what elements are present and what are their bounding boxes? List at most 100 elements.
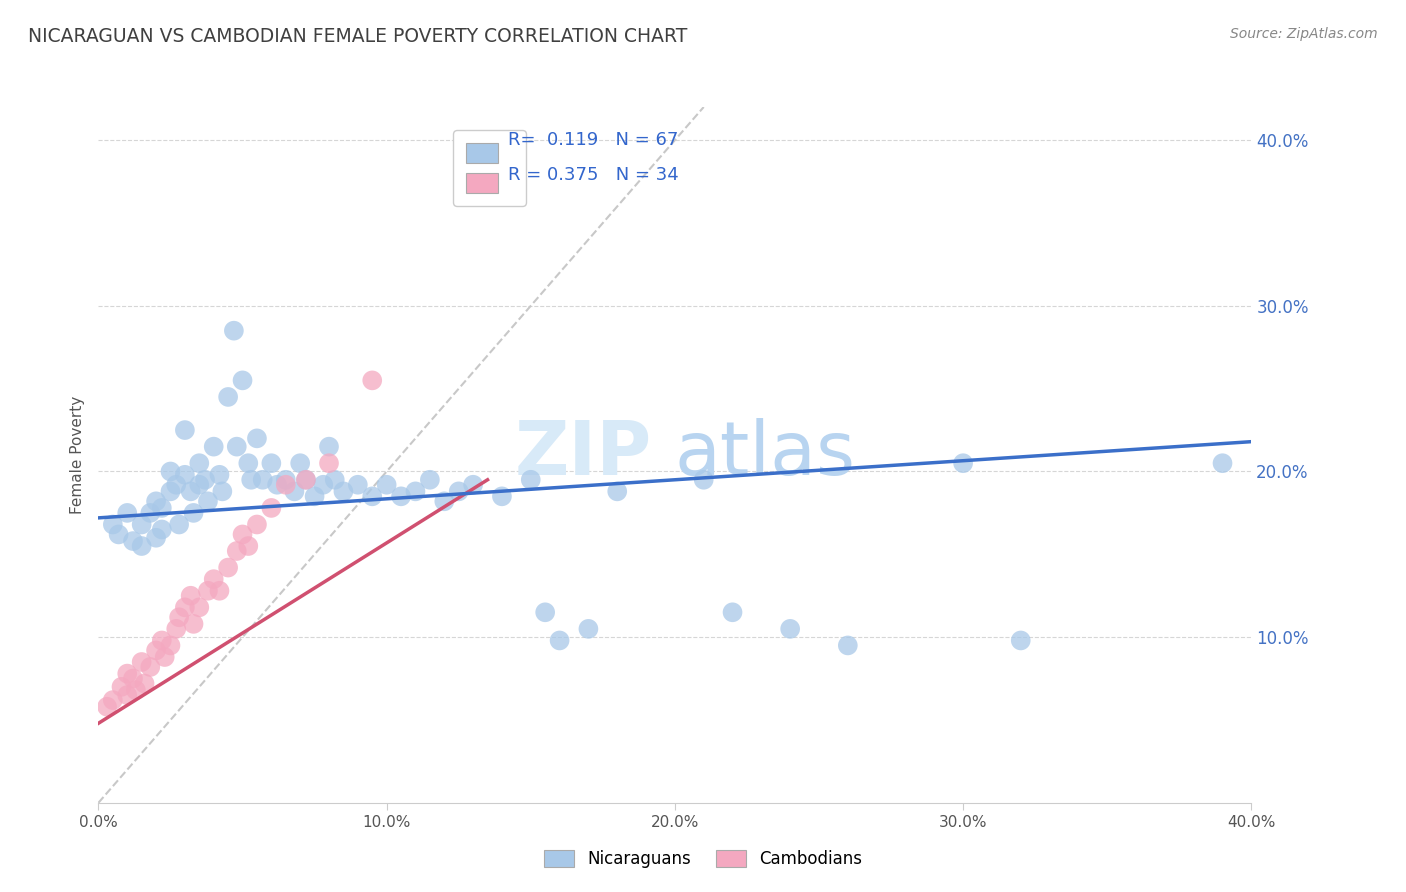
Point [165, 477, 187, 491]
Point [548, 633, 571, 648]
Point [225, 440, 247, 454]
Point [290, 456, 312, 470]
Point [361, 489, 384, 503]
Point [180, 589, 202, 603]
Point [188, 477, 211, 491]
Point [346, 477, 368, 491]
Point [131, 539, 153, 553]
Text: R = 0.375   N = 34: R = 0.375 N = 34 [508, 166, 679, 184]
Point [197, 583, 219, 598]
Point [534, 605, 557, 619]
Point [217, 560, 239, 574]
Text: NICARAGUAN VS CAMBODIAN FEMALE POVERTY CORRELATION CHART: NICARAGUAN VS CAMBODIAN FEMALE POVERTY C… [28, 27, 688, 45]
Point [150, 500, 173, 515]
Point [952, 456, 974, 470]
Point [159, 484, 181, 499]
Point [520, 473, 543, 487]
Text: Source: ZipAtlas.com: Source: ZipAtlas.com [1230, 27, 1378, 41]
Point [693, 473, 716, 487]
Point [295, 473, 318, 487]
Point [159, 639, 181, 653]
Point [208, 583, 231, 598]
Point [202, 440, 225, 454]
Point [318, 456, 340, 470]
Point [122, 534, 145, 549]
Point [1212, 456, 1234, 470]
Point [240, 473, 263, 487]
Legend: , : , [453, 130, 526, 206]
Point [117, 506, 138, 520]
Point [779, 622, 801, 636]
Point [134, 676, 156, 690]
Point [208, 467, 231, 482]
Point [117, 666, 138, 681]
Point [167, 610, 190, 624]
Point [231, 373, 254, 387]
Point [194, 473, 217, 487]
Point [145, 494, 167, 508]
Point [246, 431, 269, 445]
Point [202, 572, 225, 586]
Text: R=  0.119   N = 67: R= 0.119 N = 67 [508, 131, 678, 149]
Point [96, 699, 118, 714]
Point [217, 390, 239, 404]
Point [361, 373, 384, 387]
Point [274, 473, 297, 487]
Point [721, 605, 744, 619]
Point [375, 477, 398, 491]
Point [107, 527, 129, 541]
Point [419, 473, 441, 487]
Point [246, 517, 269, 532]
Point [131, 517, 153, 532]
Point [222, 324, 245, 338]
Point [139, 660, 162, 674]
Point [165, 622, 187, 636]
Point [197, 494, 219, 508]
Point [295, 473, 318, 487]
Point [125, 683, 148, 698]
Point [447, 484, 470, 499]
Point [174, 600, 197, 615]
Point [433, 494, 456, 508]
Point [101, 693, 124, 707]
Point [145, 531, 167, 545]
Point [405, 484, 427, 499]
Point [260, 500, 283, 515]
Point [153, 650, 176, 665]
Point [180, 484, 202, 499]
Point [150, 523, 173, 537]
Text: atlas: atlas [675, 418, 856, 491]
Point [304, 489, 326, 503]
Text: ZIP: ZIP [515, 418, 652, 491]
Point [159, 465, 181, 479]
Point [183, 616, 205, 631]
Point [323, 473, 346, 487]
Point [110, 680, 132, 694]
Point [283, 484, 305, 499]
Point [260, 456, 283, 470]
Point [174, 467, 197, 482]
Point [145, 643, 167, 657]
Point [238, 456, 260, 470]
Point [188, 600, 211, 615]
Point [266, 477, 288, 491]
Point [312, 477, 335, 491]
Point [188, 456, 211, 470]
Point [131, 655, 153, 669]
Point [389, 489, 412, 503]
Point [150, 633, 173, 648]
Point [122, 672, 145, 686]
Legend: Nicaraguans, Cambodians: Nicaraguans, Cambodians [537, 843, 869, 875]
Point [837, 639, 859, 653]
Point [225, 544, 247, 558]
Point [167, 517, 190, 532]
Point [139, 506, 162, 520]
Y-axis label: Female Poverty: Female Poverty [69, 396, 84, 514]
Point [1010, 633, 1032, 648]
Point [578, 622, 600, 636]
Point [491, 489, 513, 503]
Point [211, 484, 233, 499]
Point [238, 539, 260, 553]
Point [606, 484, 628, 499]
Point [117, 688, 138, 702]
